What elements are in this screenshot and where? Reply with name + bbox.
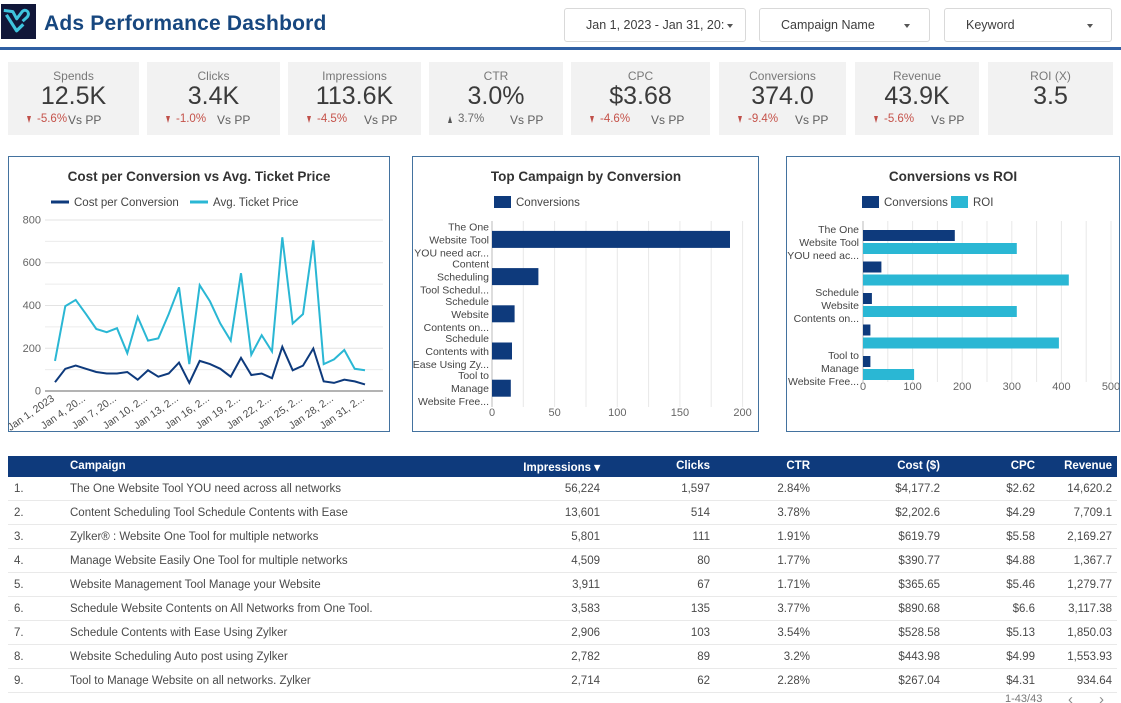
svg-text:300: 300 [1003, 381, 1021, 393]
svg-text:Website Free...: Website Free... [418, 396, 489, 408]
svg-text:YOU need ac...: YOU need ac... [787, 250, 859, 262]
svg-text:Avg. Ticket Price: Avg. Ticket Price [213, 197, 298, 209]
svg-text:Website: Website [821, 300, 859, 312]
svg-text:Website Tool: Website Tool [429, 234, 489, 246]
svg-text:ROI: ROI [973, 197, 993, 209]
svg-text:50: 50 [548, 407, 560, 419]
svg-text:0: 0 [489, 407, 495, 419]
svg-text:Tool Schedul...: Tool Schedul... [420, 285, 489, 297]
svg-text:Manage: Manage [451, 383, 489, 395]
svg-text:200: 200 [23, 343, 41, 355]
svg-text:150: 150 [671, 407, 689, 419]
svg-text:500: 500 [1102, 381, 1120, 393]
svg-text:0: 0 [35, 386, 41, 398]
svg-text:Cost per Conversion: Cost per Conversion [74, 197, 179, 209]
svg-text:The One: The One [818, 224, 859, 236]
svg-text:Conversions: Conversions [516, 197, 580, 209]
svg-text:The One: The One [448, 221, 489, 233]
svg-text:Cost per Conversion vs Avg. Ti: Cost per Conversion vs Avg. Ticket Price [68, 169, 331, 184]
svg-text:Schedule: Schedule [815, 287, 859, 299]
svg-text:Conversions: Conversions [884, 197, 948, 209]
svg-text:Schedule: Schedule [445, 333, 489, 345]
svg-text:Tool to: Tool to [458, 370, 489, 382]
svg-text:Ease Using Zy...: Ease Using Zy... [413, 359, 489, 371]
svg-text:Schedule: Schedule [445, 296, 489, 308]
svg-text:800: 800 [23, 215, 41, 227]
svg-text:Contents on...: Contents on... [424, 322, 489, 334]
svg-text:200: 200 [953, 381, 971, 393]
svg-text:Contents on...: Contents on... [794, 313, 859, 325]
svg-text:Scheduling: Scheduling [437, 272, 489, 284]
svg-text:100: 100 [903, 381, 921, 393]
svg-text:Tool to: Tool to [828, 350, 859, 362]
svg-text:200: 200 [733, 407, 751, 419]
svg-text:Conversions vs ROI: Conversions vs ROI [889, 169, 1017, 184]
svg-text:YOU need acr...: YOU need acr... [414, 247, 489, 259]
svg-text:Website Free...: Website Free... [788, 376, 859, 388]
svg-text:600: 600 [23, 257, 41, 269]
svg-text:Manage: Manage [821, 363, 859, 375]
svg-text:100: 100 [608, 407, 626, 419]
svg-text:400: 400 [23, 300, 41, 312]
svg-text:400: 400 [1052, 381, 1070, 393]
svg-text:Website: Website [451, 309, 489, 321]
svg-text:Website Tool: Website Tool [799, 237, 859, 249]
svg-text:Content: Content [452, 259, 489, 271]
svg-text:Contents with: Contents with [425, 346, 489, 358]
svg-text:Top Campaign by Conversion: Top Campaign by Conversion [491, 169, 681, 184]
svg-text:0: 0 [860, 381, 866, 393]
